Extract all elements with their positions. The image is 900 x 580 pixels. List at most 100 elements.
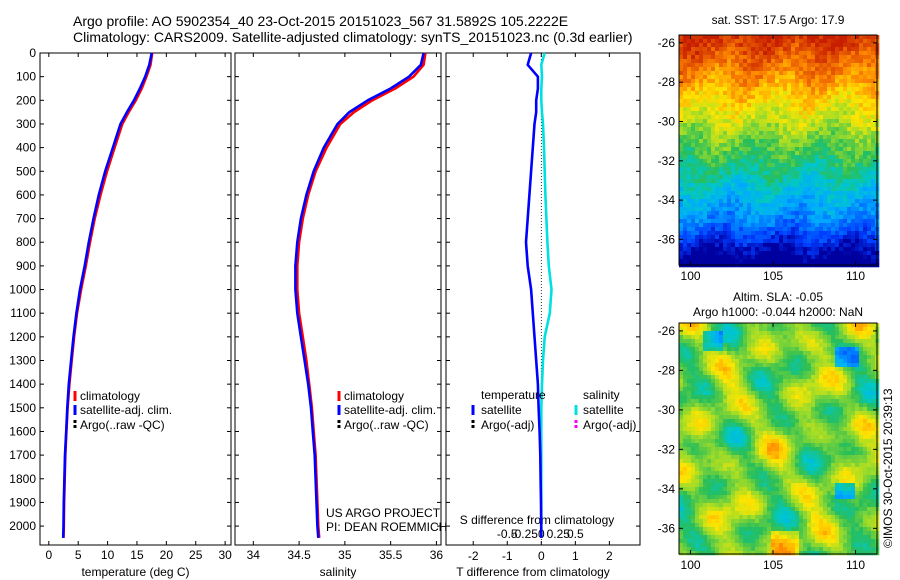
heatmap-cell [767,155,772,160]
heatmap-cell [707,103,712,108]
heatmap-cell [715,231,720,236]
heatmap-cell [803,143,808,148]
heatmap-cell [695,339,700,344]
heatmap-cell [843,223,848,228]
heatmap-cell [699,427,704,432]
heatmap-cell [771,39,776,44]
heatmap-cell [763,411,768,416]
heatmap-cell [859,123,864,128]
heatmap-cell [767,407,772,412]
heatmap-cell [699,71,704,76]
heatmap-cell [687,199,692,204]
heatmap-cell [755,99,760,104]
heatmap-cell [843,351,848,356]
heatmap-cell [747,375,752,380]
heatmap-cell [755,375,760,380]
heatmap-cell [759,347,764,352]
heatmap-cell [751,459,756,464]
heatmap-cell [691,139,696,144]
heatmap-cell [743,435,748,440]
heatmap-cell [763,111,768,116]
heatmap-cell [759,323,764,328]
heatmap-cell [863,231,868,236]
heatmap-cell [851,207,856,212]
heatmap-cell [707,383,712,388]
heatmap-cell [843,91,848,96]
heatmap-cell [835,119,840,124]
heatmap-cell [775,383,780,388]
heatmap-cell [855,439,860,444]
heatmap-cell [799,147,804,152]
x-axis-label: T difference from climatology [456,565,610,579]
heatmap-cell [863,87,868,92]
heatmap-cell [687,331,692,336]
heatmap-cell [859,227,864,232]
heatmap-cell [807,139,812,144]
heatmap-cell [743,443,748,448]
heatmap-cell [751,167,756,172]
heatmap-cell [767,251,772,256]
heatmap-cell [699,191,704,196]
heatmap-cell [807,383,812,388]
heatmap-cell [747,55,752,60]
heatmap-cell [843,207,848,212]
heatmap-cell [799,399,804,404]
heatmap-cell [747,79,752,84]
heatmap-cell [771,327,776,332]
heatmap-cell [871,383,876,388]
heatmap-cell [831,395,836,400]
heatmap-cell [843,407,848,412]
heatmap-cell [859,395,864,400]
heatmap-cell [855,171,860,176]
heatmap-cell [731,219,736,224]
heatmap-cell [855,207,860,212]
heatmap-cell [823,455,828,460]
heatmap-cell [811,191,816,196]
heatmap-cell [783,427,788,432]
y-tick-label: -26 [658,36,676,50]
heatmap-cell [727,163,732,168]
heatmap-cell [771,147,776,152]
heatmap-cell [779,403,784,408]
heatmap-cell [767,175,772,180]
heatmap-cell [739,339,744,344]
heatmap-cell [795,443,800,448]
heatmap-cell [867,255,872,260]
heatmap-cell [851,163,856,168]
heatmap-cell [815,79,820,84]
heatmap-cell [795,399,800,404]
heatmap-cell [787,335,792,340]
heatmap-cell [731,375,736,380]
heatmap-cell [867,431,872,436]
heatmap-cell [791,95,796,100]
heatmap-cell [739,239,744,244]
heatmap-cell [755,419,760,424]
heatmap-cell [815,219,820,224]
heatmap-cell [763,355,768,360]
heatmap-cell [827,375,832,380]
heatmap-cell [823,59,828,64]
heatmap-cell [755,367,760,372]
heatmap-cell [767,119,772,124]
heatmap-cell [847,203,852,208]
heatmap-cell [843,383,848,388]
temperature-panel: 0 5 10 15 20 25 300100200300400500600700800900… [9,46,232,579]
heatmap-cell [679,71,684,76]
heatmap-cell [739,139,744,144]
heatmap-cell [811,411,816,416]
heatmap-cell [831,131,836,136]
heatmap-cell [735,147,740,152]
heatmap-cell [747,351,752,356]
heatmap-cell [687,403,692,408]
heatmap-cell [695,83,700,88]
heatmap-cell [763,55,768,60]
heatmap-cell [763,191,768,196]
heatmap-cell [735,231,740,236]
heatmap-cell [779,147,784,152]
heatmap-cell [859,443,864,448]
heatmap-cell [867,207,872,212]
heatmap-cell [775,163,780,168]
heatmap-cell [763,387,768,392]
heatmap-cell [779,211,784,216]
